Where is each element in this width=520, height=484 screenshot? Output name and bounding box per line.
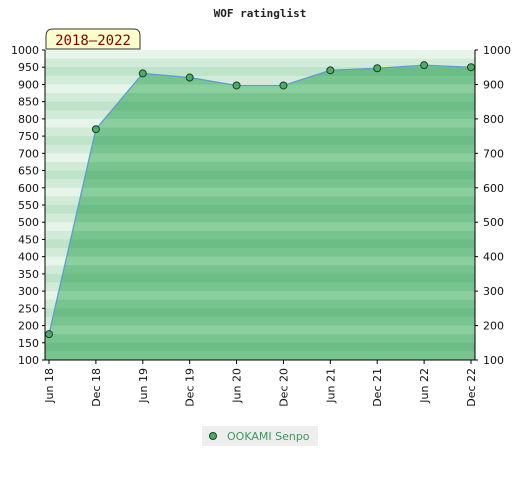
y-tick-label-left: 850 (18, 96, 39, 109)
background-band (45, 50, 475, 59)
y-tick-label-left: 300 (18, 285, 39, 298)
legend: OOKAMI Senpo (202, 426, 318, 446)
y-tick-label-left: 600 (18, 182, 39, 195)
area-band (45, 196, 475, 206)
x-tick-label: Jun 22 (418, 368, 431, 404)
background-band (45, 75, 475, 85)
area-band (45, 239, 475, 249)
area-band (45, 299, 475, 309)
y-tick-label-left: 700 (18, 147, 39, 160)
area-band (45, 325, 475, 335)
y-tick-label-right: 200 (483, 320, 504, 333)
area-band (45, 161, 475, 171)
area-band (45, 282, 475, 292)
y-axis-right: 100 200 300 400 500 600 700 800 900 1000 (475, 44, 511, 367)
area-band (45, 308, 475, 318)
area-band (45, 316, 475, 326)
y-tick-label-right: 300 (483, 285, 504, 298)
data-point (45, 330, 53, 339)
y-tick-label-left: 350 (18, 268, 39, 281)
area-band (45, 205, 475, 214)
area-band (45, 93, 475, 102)
data-point (279, 81, 288, 90)
y-tick-label-left: 800 (18, 113, 39, 126)
data-point (420, 61, 429, 70)
y-tick-label-right: 800 (483, 113, 504, 126)
y-tick-label-left: 900 (18, 78, 39, 91)
area-band (45, 136, 475, 146)
period-label-text: 2018–2022 (55, 33, 131, 49)
area-band (45, 170, 475, 180)
y-tick-label-left: 200 (18, 320, 39, 333)
area-band (45, 153, 475, 163)
y-tick-label-right: 900 (483, 78, 504, 91)
data-point (373, 64, 382, 73)
y-tick-label-left: 100 (18, 354, 39, 367)
y-tick-label-left: 650 (18, 165, 39, 178)
legend-marker-icon (209, 432, 217, 440)
y-tick-label-left: 450 (18, 233, 39, 246)
area-band (45, 187, 475, 197)
y-axis-left: 100 150 200 250 300 350 400 450 500 550 600 650 700 7… (11, 44, 45, 367)
data-point (232, 81, 241, 90)
x-tick-label: Dec 18 (90, 368, 103, 407)
legend-series-name: OOKAMI Senpo (227, 430, 310, 443)
y-tick-label-right: 100 (483, 354, 504, 367)
data-point (91, 125, 100, 134)
area-band (45, 273, 475, 283)
y-tick-label-right: 1000 (483, 44, 511, 57)
area-band (45, 84, 475, 94)
area-band (45, 179, 475, 189)
y-tick-label-left: 750 (18, 130, 39, 143)
y-tick-label-left: 150 (18, 337, 39, 350)
x-tick-label: Dec 21 (371, 368, 384, 407)
x-tick-label: Jun 21 (324, 368, 337, 404)
area-band (45, 101, 475, 111)
x-axis: Jun 18 Dec 18 Jun 19 Dec 19 Jun 20 Dec 20 Jun … (43, 360, 478, 407)
data-markers (45, 61, 475, 339)
area-band (45, 334, 475, 344)
x-tick-label: Jun 19 (137, 368, 150, 404)
y-tick-label-left: 400 (18, 251, 39, 264)
area-band (45, 248, 475, 257)
chart-title: WOF ratinglist (214, 7, 307, 20)
area-band (45, 110, 475, 120)
y-tick-label-right: 600 (483, 182, 504, 195)
y-tick-label-left: 1000 (11, 44, 39, 57)
y-tick-label-left: 500 (18, 216, 39, 229)
area-band (45, 265, 475, 275)
x-tick-label: Dec 19 (184, 368, 197, 407)
x-tick-label: Jun 18 (43, 368, 56, 404)
area-band (45, 118, 475, 128)
area-band (45, 222, 475, 232)
area-band (45, 256, 475, 266)
data-point (185, 73, 194, 82)
background-band (45, 58, 475, 68)
data-point (138, 69, 147, 78)
x-tick-label: Jun 20 (231, 368, 244, 404)
area-band (45, 127, 475, 137)
series-line (48, 64, 472, 335)
area-band (45, 351, 475, 360)
x-tick-label: Dec 22 (465, 368, 478, 407)
background-band (45, 67, 475, 77)
area-band (45, 144, 475, 154)
period-label: 2018–2022 (45, 28, 141, 50)
area-band (45, 291, 475, 301)
y-tick-label-left: 250 (18, 302, 39, 315)
area-band (45, 230, 475, 240)
y-tick-label-left: 950 (18, 61, 39, 74)
data-point (467, 63, 475, 72)
area-band (45, 342, 475, 352)
data-point (326, 66, 335, 75)
y-tick-label-left: 550 (18, 199, 39, 212)
y-tick-label-right: 700 (483, 147, 504, 160)
y-tick-label-right: 400 (483, 251, 504, 264)
area-band (45, 213, 475, 223)
y-tick-label-right: 500 (483, 216, 504, 229)
legend-box (202, 426, 318, 446)
x-tick-label: Dec 20 (277, 368, 290, 407)
